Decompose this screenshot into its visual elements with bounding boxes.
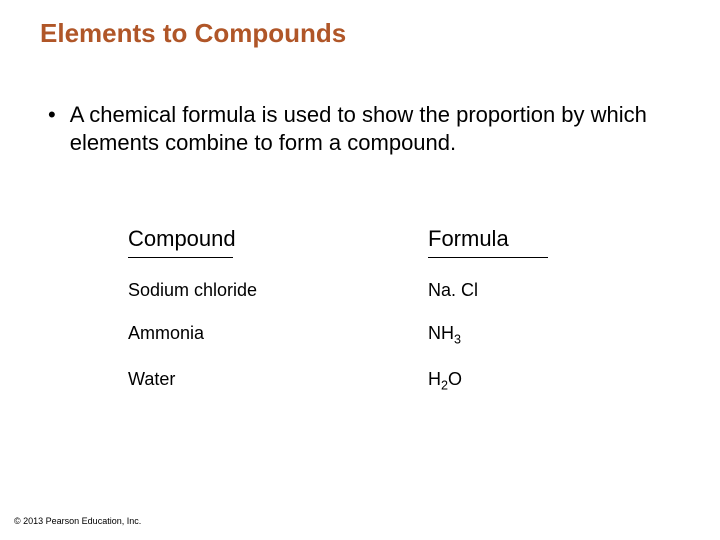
bullet-item: • A chemical formula is used to show the… [40,101,680,156]
copyright-text: © 2013 Pearson Education, Inc. [14,516,141,526]
compound-formula: H2O [428,369,462,393]
compound-formula: Na. Cl [428,280,478,301]
compound-formula: NH3 [428,323,461,347]
table-header-row: Compound Formula [128,226,680,258]
table-row: Sodium chlorideNa. Cl [128,280,680,301]
compound-name: Water [128,369,428,390]
slide-title: Elements to Compounds [40,18,680,49]
compound-name: Ammonia [128,323,428,344]
slide: Elements to Compounds • A chemical formu… [0,0,720,540]
table-header-formula: Formula [428,226,509,258]
compound-table: Compound Formula Sodium chlorideNa. Cl Am… [40,226,680,392]
compound-name: Sodium chloride [128,280,428,301]
bullet-text: A chemical formula is used to show the p… [70,101,680,156]
bullet-mark: • [48,101,56,129]
table-row: WaterH2O [128,369,680,393]
table-header-compound: Compound [128,226,428,258]
table-row: AmmoniaNH3 [128,323,680,347]
